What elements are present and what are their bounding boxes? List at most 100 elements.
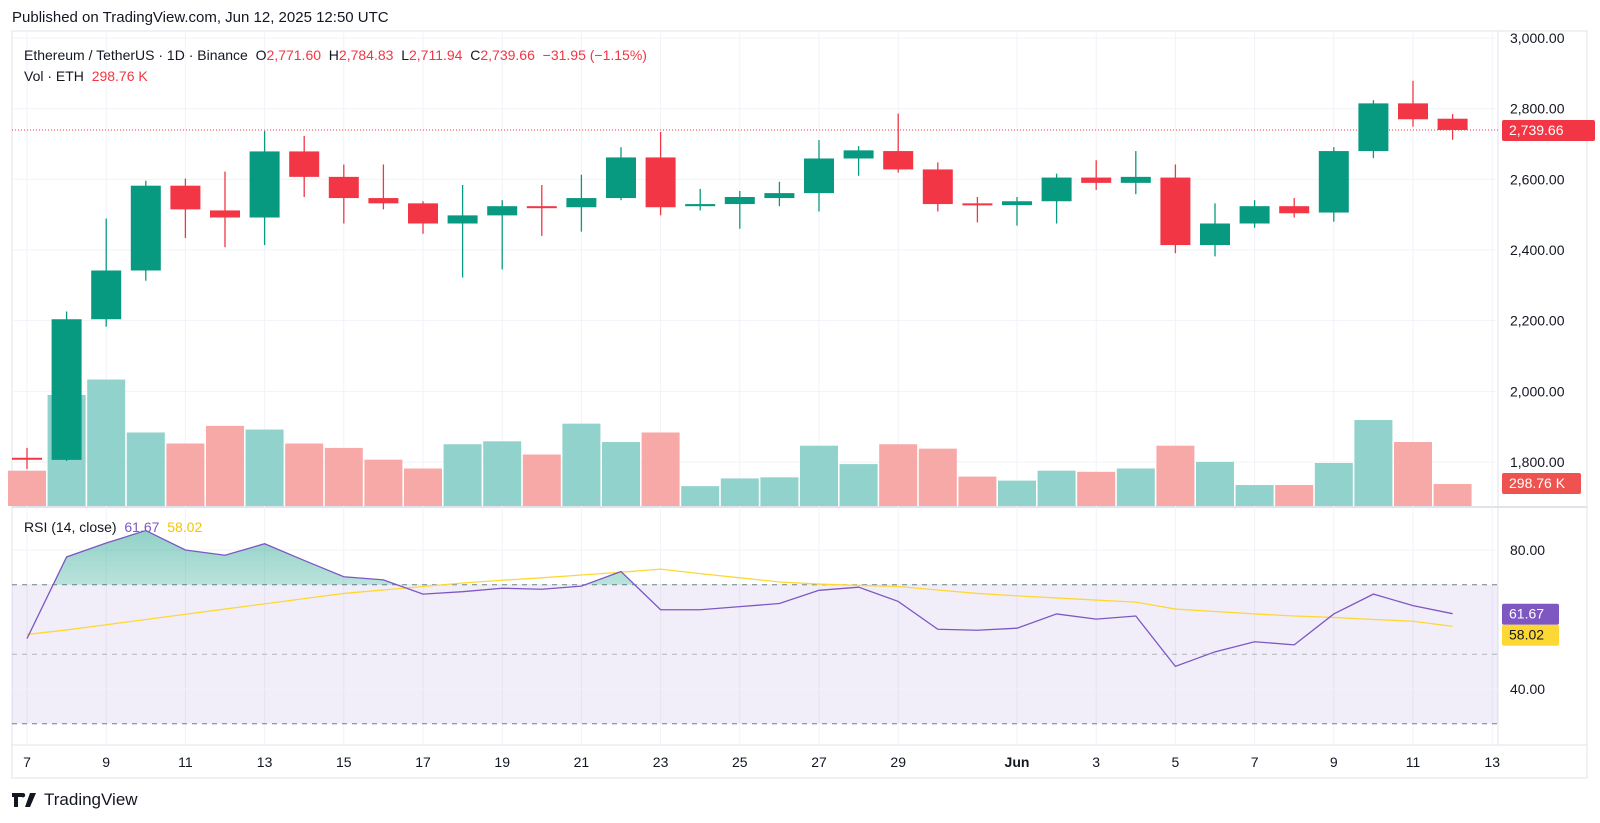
time-tick-label: 21: [574, 754, 590, 770]
rsi-ma-line: [26, 568, 1453, 636]
change-value: −31.95 (−1.15%): [542, 47, 647, 63]
volume-bar: [760, 477, 799, 506]
volume-bar: [87, 379, 126, 506]
tradingview-logo[interactable]: TradingView: [12, 790, 138, 810]
candle-body: [249, 151, 280, 218]
candle-body: [170, 185, 201, 210]
candle-body: [1358, 103, 1389, 152]
price-tick-label: 2,200.00: [1510, 313, 1565, 329]
volume-bar: [879, 444, 918, 506]
time-tick-label: 25: [732, 754, 748, 770]
candle-body: [91, 270, 122, 320]
volume-bar: [245, 429, 284, 506]
candle-body: [1239, 206, 1270, 224]
volume-bar: [998, 480, 1036, 506]
candle-body: [843, 150, 874, 159]
low-value: 2,711.94: [409, 47, 463, 63]
volume-bar: [285, 443, 324, 506]
volume-bar: [958, 476, 997, 506]
rsi-value-badge-bg: [1502, 603, 1559, 625]
volume-bar: [166, 443, 205, 506]
candle-body: [130, 185, 161, 271]
price-tick-label: 2,800.00: [1510, 101, 1565, 117]
candle-body: [883, 151, 914, 170]
volume-bar: [206, 425, 244, 506]
volume-bar: [1433, 484, 1472, 506]
volume-bar: [1314, 462, 1353, 506]
candle-body: [764, 193, 795, 199]
rsi-ma-badge: 58.02: [1509, 627, 1544, 643]
rsi-line: [26, 529, 1453, 668]
volume-bar: [1196, 461, 1234, 506]
rsi-tick-label: 80.00: [1510, 542, 1545, 558]
candle-body: [1437, 118, 1468, 130]
time-tick-label: 27: [811, 754, 827, 770]
last-price-badge-bg: [1502, 119, 1595, 141]
candle-body: [1398, 103, 1428, 120]
price-tick-label: 2,600.00: [1510, 171, 1565, 187]
candle-body: [1318, 151, 1349, 213]
high-value: 2,784.83: [338, 47, 394, 63]
candle-body: [210, 210, 240, 218]
tradingview-logo-icon: [12, 793, 36, 807]
time-tick-label: 3: [1092, 754, 1100, 770]
volume-bar: [720, 478, 759, 506]
volume-bar: [839, 464, 878, 506]
close-value: 2,739.66: [480, 47, 535, 63]
volume-bar: [522, 454, 561, 506]
time-tick-label: 19: [494, 754, 510, 770]
candle-body: [368, 198, 399, 204]
volume-bar: [800, 445, 838, 506]
rsi-ma-badge-bg: [1502, 624, 1559, 646]
candle-body: [1160, 177, 1191, 246]
last-volume-badge-bg: [1502, 473, 1581, 494]
candle-body: [12, 457, 42, 460]
candle-body: [804, 158, 834, 194]
time-tick-label: 29: [890, 754, 906, 770]
published-info: Published on TradingView.com, Jun 12, 20…: [12, 9, 389, 26]
rsi-overbought-fill: [27, 530, 1453, 585]
last-volume-badge: 298.76 K: [1509, 475, 1566, 491]
price-tick-label: 2,400.00: [1510, 242, 1565, 258]
rsi-legend: RSI (14, close) 61.67 58.02: [24, 519, 202, 535]
time-tick-label: 11: [1406, 754, 1421, 770]
candle-body: [1279, 206, 1310, 214]
volume-bar: [1394, 442, 1432, 506]
symbol-title[interactable]: Ethereum / TetherUS · 1D · Binance: [24, 47, 248, 63]
time-tick-label: 13: [257, 754, 273, 770]
volume-label[interactable]: Vol · ETH: [24, 68, 84, 84]
candle-body: [606, 157, 636, 199]
candle-body: [51, 319, 82, 460]
candle-body: [487, 206, 518, 216]
open-label: O: [255, 47, 267, 63]
volume-bar: [681, 486, 720, 506]
candle-body: [1041, 177, 1072, 202]
candle-body: [685, 204, 716, 207]
candle-body: [328, 176, 359, 199]
volume-bar: [1235, 485, 1274, 506]
time-tick-label: Jun: [1005, 754, 1030, 770]
volume-bar: [1354, 419, 1393, 506]
time-tick-label: 17: [415, 754, 431, 770]
symbol-legend: Ethereum / TetherUS · 1D · Binance O2,77…: [24, 45, 647, 87]
time-tick-label: 7: [23, 754, 31, 770]
price-tick-label: 1,800.00: [1510, 454, 1565, 470]
volume-bar: [126, 432, 165, 506]
rsi-value: 61.67: [124, 519, 160, 535]
time-tick-label: 15: [336, 754, 352, 770]
candle-body: [1002, 201, 1032, 206]
candle-body: [289, 151, 320, 177]
time-tick-label: 11: [178, 754, 193, 770]
rsi-title[interactable]: RSI (14, close): [24, 519, 117, 535]
volume-bar: [1275, 485, 1314, 506]
price-tick-label: 3,000.00: [1510, 30, 1565, 46]
candle-body: [447, 215, 478, 224]
volume-bar: [364, 459, 403, 506]
time-tick-label: 9: [102, 754, 110, 770]
candle-body: [645, 157, 676, 208]
tradingview-logo-text: TradingView: [44, 790, 138, 809]
volume-bar: [918, 448, 957, 506]
rsi-tick-label: 40.00: [1510, 681, 1545, 697]
candle-body: [566, 198, 597, 208]
